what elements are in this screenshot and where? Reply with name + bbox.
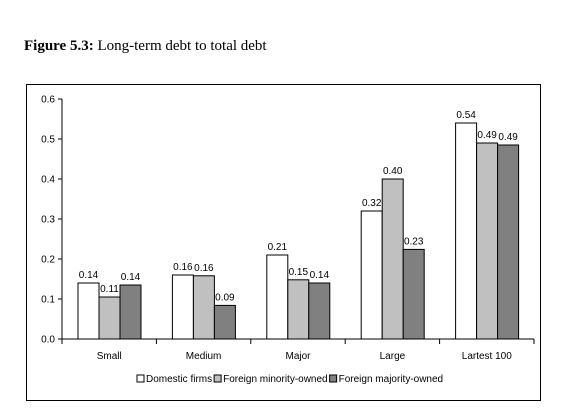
x-tick-label: Medium <box>186 351 222 362</box>
bar <box>192 275 215 340</box>
x-tick-label: Lartest 100 <box>462 351 512 362</box>
x-tick-label: Major <box>285 351 311 362</box>
data-label: 0.09 <box>215 292 235 303</box>
y-tick-label: 0.1 <box>41 295 55 306</box>
bar <box>381 178 404 340</box>
data-label: 0.16 <box>194 263 214 274</box>
x-tick-label: Small <box>97 351 122 362</box>
y-tick-label: 0.0 <box>41 335 55 346</box>
bar <box>213 304 236 340</box>
x-tick-label: Large <box>380 351 406 362</box>
y-tick-label: 0.2 <box>41 255 55 266</box>
bar <box>497 144 520 340</box>
figure-caption: Long-term debt to total debt <box>97 38 267 54</box>
y-tick-label: 0.3 <box>41 215 55 226</box>
y-tick-label: 0.6 <box>41 95 55 106</box>
bar <box>77 282 100 340</box>
legend-swatch <box>329 374 338 383</box>
data-label: 0.49 <box>498 132 518 143</box>
legend-label: Foreign majority-owned <box>339 374 444 385</box>
bar <box>98 296 121 340</box>
figure-number: Figure 5.3: <box>24 38 94 54</box>
bar <box>402 248 425 340</box>
chart-frame <box>26 84 541 401</box>
data-label: 0.11 <box>100 284 119 295</box>
data-label: 0.16 <box>173 262 193 273</box>
data-label: 0.15 <box>289 267 309 278</box>
data-label: 0.14 <box>79 270 99 281</box>
bar <box>308 282 331 340</box>
bar <box>476 142 499 340</box>
bar <box>119 284 142 340</box>
data-label: 0.49 <box>477 130 497 141</box>
data-label: 0.14 <box>310 270 330 281</box>
legend-swatch <box>136 374 145 383</box>
data-label: 0.32 <box>362 198 382 209</box>
bar <box>266 254 289 340</box>
bar <box>287 279 310 340</box>
bar <box>171 274 194 340</box>
data-label: 0.14 <box>121 272 141 283</box>
bar <box>455 122 478 340</box>
data-label: 0.23 <box>404 236 424 247</box>
y-tick-label: 0.4 <box>41 175 55 186</box>
data-label: 0.54 <box>456 110 476 121</box>
data-label: 0.40 <box>383 166 403 177</box>
bar <box>360 210 383 340</box>
legend-label: Foreign minority-owned <box>223 374 328 385</box>
legend-swatch <box>213 374 222 383</box>
figure-title: Figure 5.3: Long-term debt to total debt <box>24 38 267 55</box>
data-label: 0.21 <box>268 242 288 253</box>
y-tick-label: 0.5 <box>41 135 55 146</box>
legend-label: Domestic firms <box>146 374 212 385</box>
